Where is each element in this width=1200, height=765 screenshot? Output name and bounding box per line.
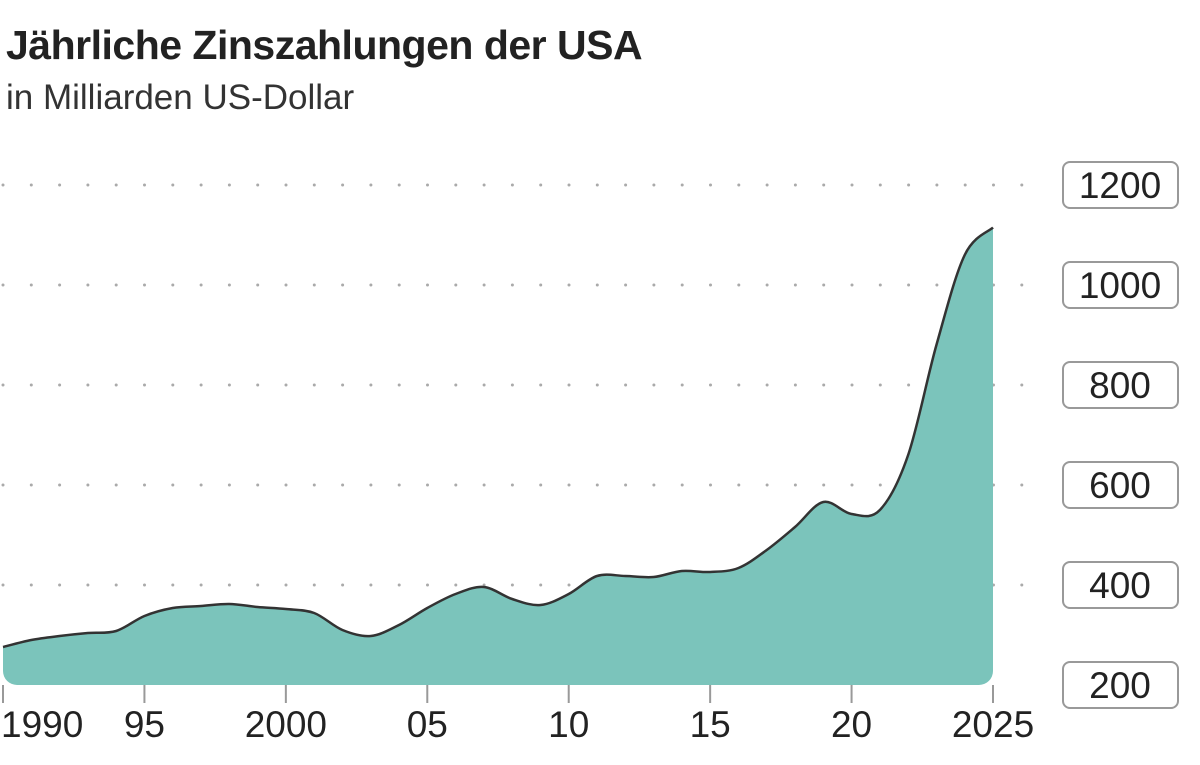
chart-subtitle: in Milliarden US-Dollar <box>6 78 355 117</box>
x-tick-label: 10 <box>548 704 589 745</box>
y-tick-box <box>1062 561 1179 609</box>
y-tick-box <box>1062 661 1179 709</box>
x-tick-label: 2025 <box>952 704 1034 745</box>
y-tick-label: 400 <box>1089 565 1151 606</box>
y-tick-1200: 1200 <box>1062 161 1179 209</box>
y-tick-200: 200 <box>1062 661 1179 709</box>
series-line <box>2 226 994 649</box>
y-tick-label: 600 <box>1089 465 1151 506</box>
y-tick-800: 800 <box>1062 361 1179 409</box>
y-tick-box <box>1062 361 1179 409</box>
chart-title: Jährliche Zinszahlungen der USA <box>6 22 643 68</box>
y-tick-400: 400 <box>1062 561 1179 609</box>
y-tick-label: 200 <box>1089 665 1151 706</box>
x-tick-label: 05 <box>407 704 448 745</box>
y-tick-label: 1000 <box>1079 265 1161 306</box>
x-tick-label: 15 <box>690 704 731 745</box>
x-tick-label: 1990 <box>1 704 83 745</box>
y-tick-label: 800 <box>1089 365 1151 406</box>
area-fill <box>3 227 993 685</box>
x-tick-label: 95 <box>124 704 165 745</box>
y-tick-box <box>1062 461 1179 509</box>
y-axis: 200 400 600 800 1000 1200 <box>1062 161 1179 709</box>
y-tick-600: 600 <box>1062 461 1179 509</box>
series-area <box>2 226 994 685</box>
x-tick-label: 2000 <box>245 704 327 745</box>
y-tick-box <box>1062 261 1179 309</box>
y-tick-box <box>1062 161 1179 209</box>
y-tick-label: 1200 <box>1079 165 1161 206</box>
x-tick-label: 20 <box>831 704 872 745</box>
y-tick-1000: 1000 <box>1062 261 1179 309</box>
x-axis: 1990 95 2000 05 10 15 20 2025 <box>1 685 1034 745</box>
